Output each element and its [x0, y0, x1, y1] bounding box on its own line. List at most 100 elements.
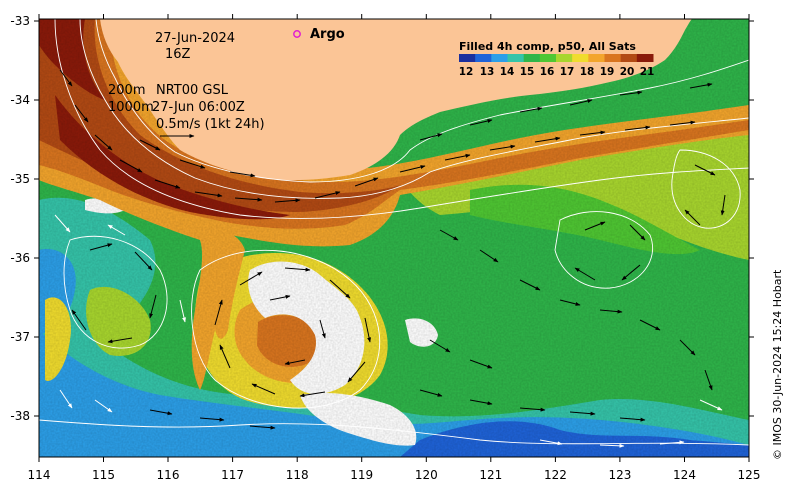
current-arrow: [444, 153, 471, 161]
scale-label: 0.5m/s (1kt 24h): [156, 117, 265, 132]
current-arrow: [489, 144, 516, 151]
current-arrow: [694, 164, 716, 176]
lat-axis: -33 -34 -35 -36 -37 -38: [10, 14, 754, 423]
legend-label: 15: [520, 66, 535, 78]
current-arrow: [519, 106, 543, 113]
legend-color-swatch: [604, 54, 622, 62]
argo-label: Argo: [310, 27, 345, 42]
map-annotations: 27-Jun-2024 16Z 200m NRT00 GSL 1000m 27-…: [108, 27, 345, 138]
current-arrow: [429, 339, 451, 353]
plot-area: [39, 19, 749, 457]
current-arrow: [479, 249, 499, 263]
current-arrow: [574, 267, 596, 281]
current-arrow: [639, 319, 661, 331]
current-arrow: [704, 369, 713, 391]
lon-axis: 114 115 116 117 118 119 120 121 122 123 …: [28, 14, 760, 482]
current-arrow: [419, 389, 443, 397]
argo-float-marker: [293, 30, 301, 38]
current-arrow: [599, 443, 625, 448]
current-arrow: [284, 359, 306, 366]
current-arrow: [154, 179, 181, 189]
legend-color-swatch: [620, 54, 638, 62]
current-arrow: [134, 251, 153, 271]
current-arrow: [214, 299, 223, 326]
current-arrow: [329, 279, 351, 299]
current-arrow: [419, 133, 443, 141]
lon-tick-label: 120: [415, 468, 438, 482]
current-arrow: [89, 243, 113, 251]
lon-tick-label: 124: [673, 468, 696, 482]
current-arrow: [399, 165, 426, 173]
legend-title: Filled 4h comp, p50, All Sats: [459, 40, 636, 53]
lon-tick-label: 114: [28, 468, 51, 482]
current-arrow: [534, 136, 561, 143]
legend-label: 17: [560, 66, 575, 78]
map-hour: 16Z: [165, 47, 191, 62]
lat-tick-label: -37: [10, 330, 30, 344]
current-arrow: [229, 171, 256, 178]
current-arrow: [469, 359, 493, 369]
legend-label: 18: [580, 66, 595, 78]
current-arrow: [107, 337, 133, 344]
lon-tick-label: 123: [608, 468, 631, 482]
legend-label: 16: [540, 66, 555, 78]
depth-shallow-label: 200m: [108, 83, 145, 98]
contour-200m: [95, 19, 749, 183]
current-arrow: [71, 309, 87, 331]
current-arrow: [299, 391, 326, 398]
current-arrow: [689, 82, 713, 89]
current-arrow: [319, 319, 326, 339]
current-arrow: [347, 361, 366, 383]
current-arrow: [219, 344, 231, 369]
legend-color-swatch: [523, 54, 541, 62]
contour-east-loop: [554, 211, 654, 289]
current-arrow: [354, 177, 379, 187]
current-arrow: [584, 221, 606, 231]
current-arrow: [621, 264, 641, 281]
current-arrow: [199, 417, 225, 422]
current-arrow: [179, 159, 206, 169]
current-arrow: [619, 417, 646, 422]
current-arrow: [569, 411, 596, 416]
current-arrow: [251, 383, 276, 395]
lat-tick-label: -35: [10, 172, 30, 186]
lon-tick-label: 122: [544, 468, 567, 482]
contour-3000m: [54, 19, 749, 219]
current-vectors: [54, 69, 726, 448]
legend-label: 19: [600, 66, 615, 78]
current-arrow: [107, 224, 126, 236]
current-arrow: [679, 339, 696, 356]
current-arrow: [519, 407, 546, 412]
lat-tick-label: -33: [10, 14, 30, 28]
lon-tick-label: 121: [479, 468, 502, 482]
legend-label: 20: [620, 66, 635, 78]
current-arrow: [519, 279, 541, 291]
current-arrow: [469, 119, 493, 126]
current-arrow: [559, 299, 581, 306]
lon-tick-label: 118: [286, 468, 309, 482]
current-arrow: [194, 191, 223, 198]
current-arrow: [249, 425, 276, 430]
contour-1000m: [79, 19, 749, 199]
current-arrow: [149, 294, 157, 319]
lon-tick-label: 117: [221, 468, 244, 482]
legend-color-swatch: [459, 54, 476, 62]
current-arrow: [629, 224, 646, 241]
lat-tick-label: -36: [10, 251, 30, 265]
product-label: NRT00 GSL: [156, 83, 229, 98]
legend-colorbar: [459, 54, 654, 62]
current-arrow: [364, 317, 372, 343]
current-arrow: [314, 191, 341, 199]
legend-label: 21: [640, 66, 655, 78]
contour-south: [39, 419, 749, 446]
current-arrow: [119, 159, 143, 173]
legend-color-swatch: [507, 54, 525, 62]
contour-deep-loop: [63, 235, 168, 349]
legend-label: 13: [480, 66, 495, 78]
current-arrow: [619, 90, 643, 96]
legend-color-swatch: [556, 54, 573, 62]
current-arrow: [284, 267, 311, 272]
current-arrow: [720, 194, 726, 216]
lat-tick-label: -34: [10, 93, 30, 107]
land-southwest-cape: [100, 19, 112, 30]
